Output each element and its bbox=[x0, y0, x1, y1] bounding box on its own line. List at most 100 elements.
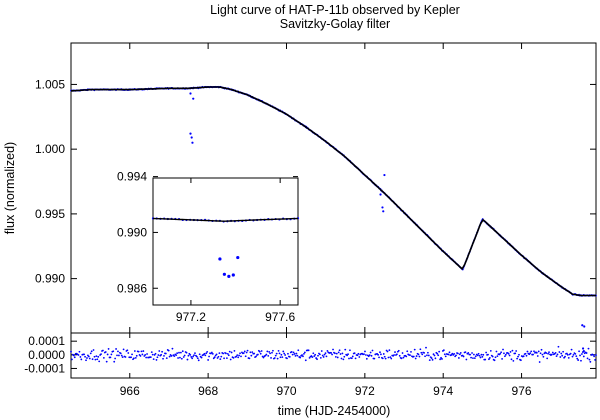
residual-point bbox=[427, 354, 430, 357]
residual-point bbox=[170, 355, 173, 357]
residual-point bbox=[295, 352, 298, 355]
residual-point bbox=[94, 358, 97, 361]
residual-point bbox=[171, 347, 174, 350]
residual-point bbox=[595, 354, 597, 356]
residual-point bbox=[533, 350, 535, 353]
inset-x-tick-label: 977.6 bbox=[265, 310, 295, 324]
residual-point bbox=[299, 356, 302, 359]
residual-y-tick-label: -0.0001 bbox=[24, 361, 65, 375]
residual-point bbox=[301, 354, 303, 356]
residual-point bbox=[109, 356, 112, 359]
residual-point bbox=[383, 355, 386, 358]
residual-point bbox=[265, 353, 268, 356]
residual-point bbox=[317, 354, 319, 357]
residual-point bbox=[539, 352, 542, 355]
residual-point bbox=[107, 348, 110, 350]
residual-point bbox=[357, 352, 360, 355]
residual-point bbox=[218, 352, 221, 354]
residual-point bbox=[488, 358, 490, 361]
residual-point bbox=[292, 351, 295, 354]
residual-point bbox=[465, 358, 468, 361]
residual-point bbox=[244, 355, 247, 358]
residual-point bbox=[335, 352, 338, 355]
residual-point bbox=[488, 356, 491, 359]
residual-point bbox=[270, 357, 272, 359]
residual-point bbox=[581, 353, 583, 355]
residual-point bbox=[388, 349, 391, 352]
residual-point bbox=[223, 357, 225, 360]
residual-point bbox=[457, 352, 459, 355]
residual-point bbox=[205, 352, 208, 355]
residual-point bbox=[187, 354, 190, 357]
residual-point bbox=[255, 355, 257, 358]
residual-point bbox=[593, 355, 596, 358]
residual-point bbox=[457, 357, 460, 359]
residual-point bbox=[437, 354, 440, 357]
residual-point bbox=[118, 354, 120, 357]
residual-point bbox=[243, 350, 246, 353]
residual-point bbox=[559, 356, 562, 358]
inset-outlier-point bbox=[231, 273, 235, 277]
x-tick-label: 970 bbox=[276, 384, 296, 398]
outlier-point bbox=[581, 347, 585, 350]
residual-point bbox=[472, 357, 474, 360]
residual-point bbox=[439, 358, 441, 361]
residual-point bbox=[216, 357, 219, 359]
outlier-point bbox=[191, 141, 194, 144]
residual-point bbox=[116, 354, 118, 357]
residual-point bbox=[575, 355, 578, 358]
outlier-point bbox=[383, 173, 386, 177]
residual-point bbox=[95, 355, 98, 358]
residual-point bbox=[447, 353, 450, 356]
residual-point bbox=[246, 349, 249, 352]
residual-point bbox=[83, 353, 86, 356]
residual-point bbox=[578, 350, 580, 353]
residual-point bbox=[158, 350, 161, 352]
residual-point bbox=[348, 357, 350, 360]
residual-point bbox=[290, 350, 293, 353]
residual-point bbox=[395, 353, 398, 356]
residual-point bbox=[168, 355, 171, 358]
residual-point bbox=[414, 357, 417, 360]
residual-point bbox=[287, 352, 289, 355]
residual-point bbox=[511, 349, 514, 352]
residual-point bbox=[326, 350, 329, 352]
residual-point bbox=[135, 354, 138, 357]
residual-point bbox=[302, 355, 304, 358]
residual-point bbox=[140, 350, 143, 353]
residual-point bbox=[474, 355, 477, 358]
residual-point bbox=[70, 350, 72, 353]
residual-point bbox=[341, 352, 344, 355]
residual-point bbox=[332, 348, 334, 351]
residual-point bbox=[113, 360, 116, 363]
residual-point bbox=[97, 355, 100, 358]
residual-point bbox=[173, 355, 176, 358]
residual-point bbox=[574, 352, 577, 355]
residual-point bbox=[232, 356, 235, 359]
residual-point bbox=[567, 357, 570, 359]
residual-point bbox=[550, 353, 553, 356]
residual-point bbox=[426, 351, 429, 354]
residual-point bbox=[569, 352, 572, 355]
residual-point bbox=[119, 352, 122, 355]
residual-point bbox=[275, 352, 278, 355]
residual-point bbox=[210, 351, 213, 354]
residual-point bbox=[413, 348, 416, 351]
residual-point bbox=[267, 354, 270, 357]
residual-point bbox=[117, 350, 119, 353]
residual-point bbox=[185, 351, 188, 354]
residual-point bbox=[195, 355, 198, 358]
residual-points bbox=[70, 345, 597, 363]
residual-point bbox=[340, 357, 343, 360]
residual-point bbox=[394, 351, 396, 353]
residual-point bbox=[274, 354, 277, 357]
residual-point bbox=[164, 352, 167, 355]
residual-point bbox=[321, 354, 324, 357]
residual-point bbox=[546, 357, 549, 360]
residual-point bbox=[219, 358, 222, 360]
inset-plot-panel: 0.986 0.990 0.994 977.2 977.6 bbox=[117, 170, 300, 324]
residual-point bbox=[556, 353, 559, 356]
residual-point bbox=[288, 355, 291, 358]
inset-outlier-point bbox=[218, 257, 222, 261]
residual-point bbox=[344, 348, 347, 351]
